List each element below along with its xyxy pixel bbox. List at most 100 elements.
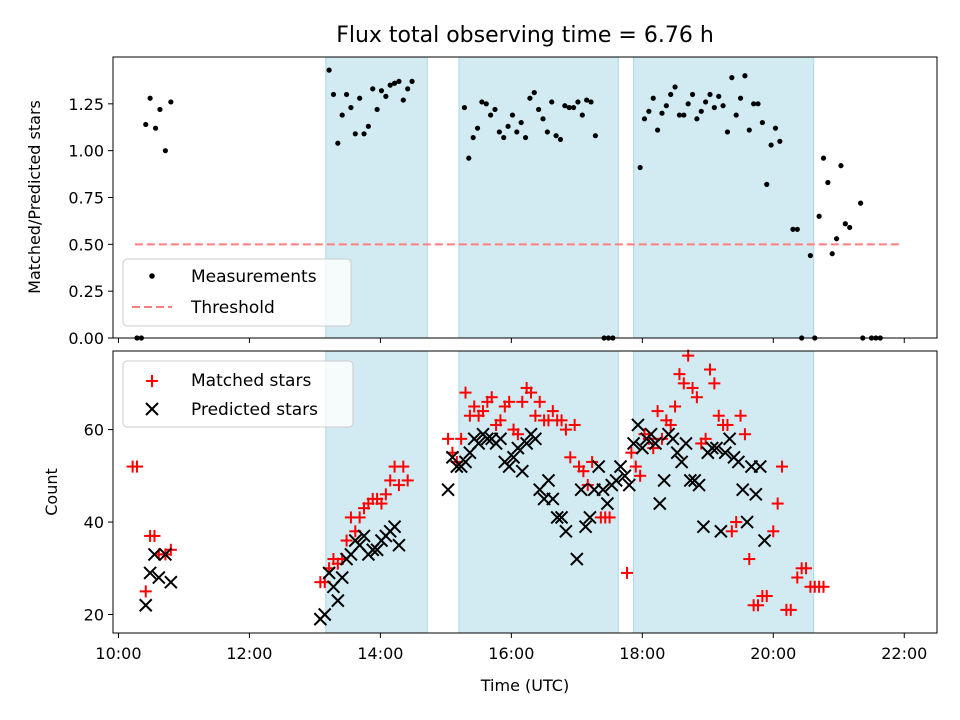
measurement-point xyxy=(387,82,393,88)
x-stroke-b xyxy=(335,570,349,585)
predicted-star-point xyxy=(357,529,371,543)
measurement-point xyxy=(157,106,163,113)
top-legend: Measurements Threshold xyxy=(122,258,352,327)
bottom-x-ticks: 10:00 12:00 14:00 16:00 18:00 20:00 22:00 xyxy=(95,633,927,663)
x-stroke-b xyxy=(515,464,529,478)
x-stroke-b xyxy=(753,459,767,474)
measurement-point xyxy=(742,73,748,79)
x-stroke-b xyxy=(357,529,371,543)
matched-star-point xyxy=(800,562,813,575)
measurement-point xyxy=(474,125,481,131)
measurement-point xyxy=(378,88,385,94)
matched-star-point xyxy=(703,363,716,376)
matched-star-point xyxy=(752,599,765,612)
measurement-point xyxy=(641,116,648,122)
measurement-point xyxy=(383,93,389,99)
x-stroke-b xyxy=(550,510,564,525)
predicted-star-point xyxy=(370,543,384,557)
measurement-point xyxy=(470,134,476,141)
predicted-star-point xyxy=(609,473,623,488)
predicted-star-point xyxy=(511,441,525,455)
measurement-point xyxy=(829,251,835,257)
measurement-point xyxy=(794,226,800,232)
measurement-point xyxy=(716,93,722,99)
matched-star-point xyxy=(525,386,538,399)
measurement-point xyxy=(152,125,159,131)
measurement-point xyxy=(698,108,704,114)
predicted-star-point xyxy=(515,464,529,478)
predicted-star-point xyxy=(653,496,667,511)
x-axis-label: Time (UTC) xyxy=(480,676,569,695)
x-stroke-b xyxy=(696,519,711,534)
predicted-star-point xyxy=(441,482,455,497)
matched-star-point xyxy=(791,571,804,584)
matched-star-point xyxy=(340,534,353,547)
predicted-star-point xyxy=(600,496,615,511)
x-stroke-b xyxy=(559,524,573,539)
predicted-star-point xyxy=(657,473,671,488)
measurement-point xyxy=(540,116,546,122)
matched-star-point xyxy=(468,400,481,413)
y-tick-label: 20 xyxy=(84,606,104,625)
x-stroke-b xyxy=(740,515,754,529)
x-stroke-b xyxy=(471,436,486,451)
measurement-point xyxy=(461,104,468,111)
matched-star-point xyxy=(743,553,756,566)
x-stroke-b xyxy=(609,473,623,488)
measurement-point xyxy=(659,110,665,116)
bottom-axes-frame xyxy=(112,350,938,634)
measurement-point xyxy=(746,127,752,133)
measurement-point xyxy=(833,236,840,242)
measurement-point xyxy=(566,104,572,111)
x-stroke-b xyxy=(683,473,698,488)
measurement-point xyxy=(391,80,398,86)
measurement-point xyxy=(348,104,354,111)
measurement-point xyxy=(374,106,380,113)
legend-matched-label: Matched stars xyxy=(191,371,311,391)
matched-star-point xyxy=(655,432,668,445)
measurement-point xyxy=(655,127,661,133)
matched-star-point xyxy=(401,474,414,487)
predicted-star-point xyxy=(480,432,495,446)
matched-star-point xyxy=(379,488,392,501)
measurement-point xyxy=(584,97,590,103)
x-stroke-b xyxy=(480,432,495,446)
measurement-point xyxy=(409,78,415,84)
x-stroke-b xyxy=(736,482,750,497)
predicted-star-point xyxy=(692,478,706,492)
predicted-star-point xyxy=(506,450,521,465)
matched-star-point xyxy=(442,432,455,445)
x-stroke-b xyxy=(506,450,521,465)
y-tick-label: 0.50 xyxy=(68,235,104,254)
predicted-star-point xyxy=(322,566,336,580)
x-stroke-b xyxy=(322,566,336,580)
x-stroke-b xyxy=(600,496,615,511)
predicted-star-point xyxy=(709,441,724,455)
predicted-star-point xyxy=(519,436,534,451)
x-stroke-b xyxy=(458,455,473,469)
measurement-point xyxy=(514,129,520,135)
shaded-interval xyxy=(633,56,815,339)
predicted-star-point xyxy=(635,441,650,455)
matched-star-point xyxy=(392,479,405,492)
top-axes-frame xyxy=(112,56,938,339)
matched-star-point xyxy=(738,428,751,441)
x-stroke-b xyxy=(583,510,597,525)
matched-star-point xyxy=(494,414,507,427)
predicted-star-point xyxy=(648,436,663,451)
predicted-star-point xyxy=(450,459,464,474)
measurement-point xyxy=(820,155,827,161)
measurement-point xyxy=(483,101,489,107)
measurement-point xyxy=(370,86,376,92)
predicted-star-point xyxy=(622,478,636,492)
x-stroke-b xyxy=(749,487,763,502)
predicted-star-point xyxy=(570,552,584,566)
matched-star-point xyxy=(131,460,144,473)
measurement-point xyxy=(343,91,350,98)
measurement-point xyxy=(755,101,761,107)
matched-star-point xyxy=(603,511,616,524)
chart-title: Flux total observing time = 6.76 h xyxy=(336,23,714,48)
predicted-star-point xyxy=(718,445,732,460)
matched-star-point xyxy=(651,405,664,418)
